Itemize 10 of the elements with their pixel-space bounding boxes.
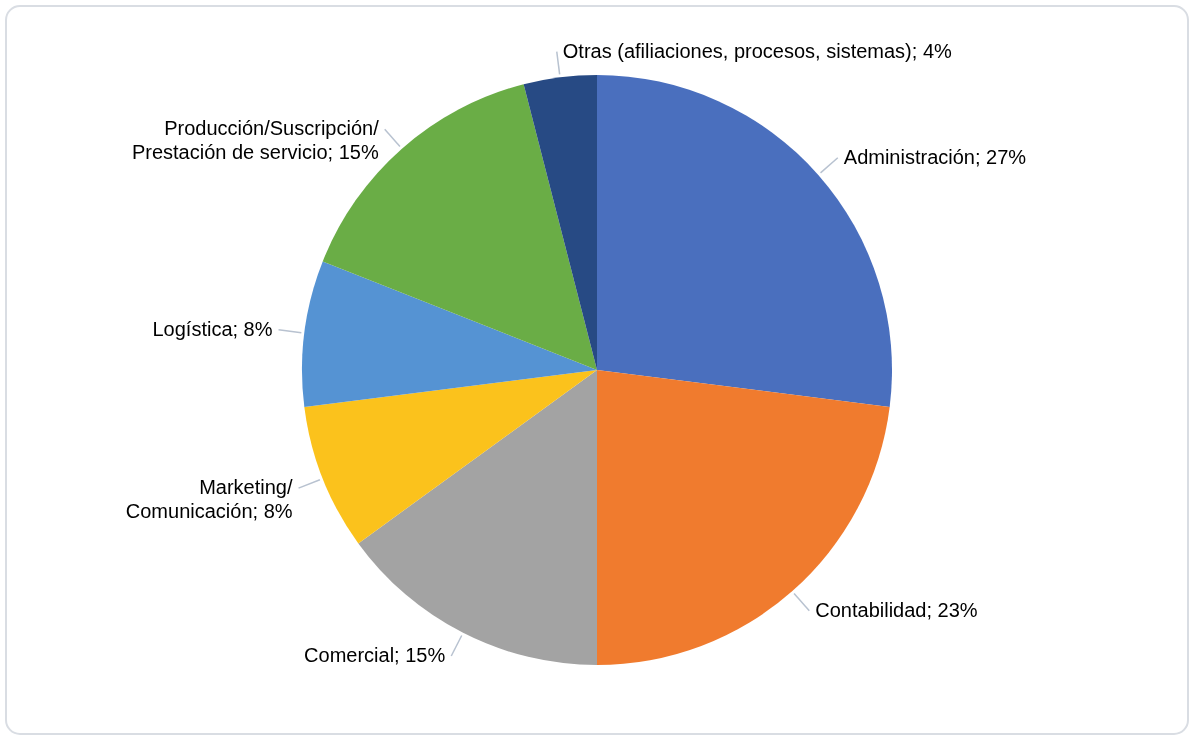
pie-slice — [523, 75, 597, 370]
pie-slice — [302, 261, 597, 407]
slice-label: Producción/Suscripción/Prestación de servicio; 15% — [131, 117, 380, 164]
slice-label: Otras (afiliaciones, procesos, sistemas); 4% — [562, 39, 953, 62]
slice-label: Contabilidad; 23% — [815, 598, 978, 621]
slice-label: Administración; 27% — [843, 145, 1027, 168]
slice-label: Marketing/Comunicación; 8% — [125, 476, 293, 523]
slice-label: Comercial; 15% — [304, 644, 446, 667]
slice-label: Logística; 8% — [152, 317, 273, 340]
pie-slice — [304, 370, 597, 544]
